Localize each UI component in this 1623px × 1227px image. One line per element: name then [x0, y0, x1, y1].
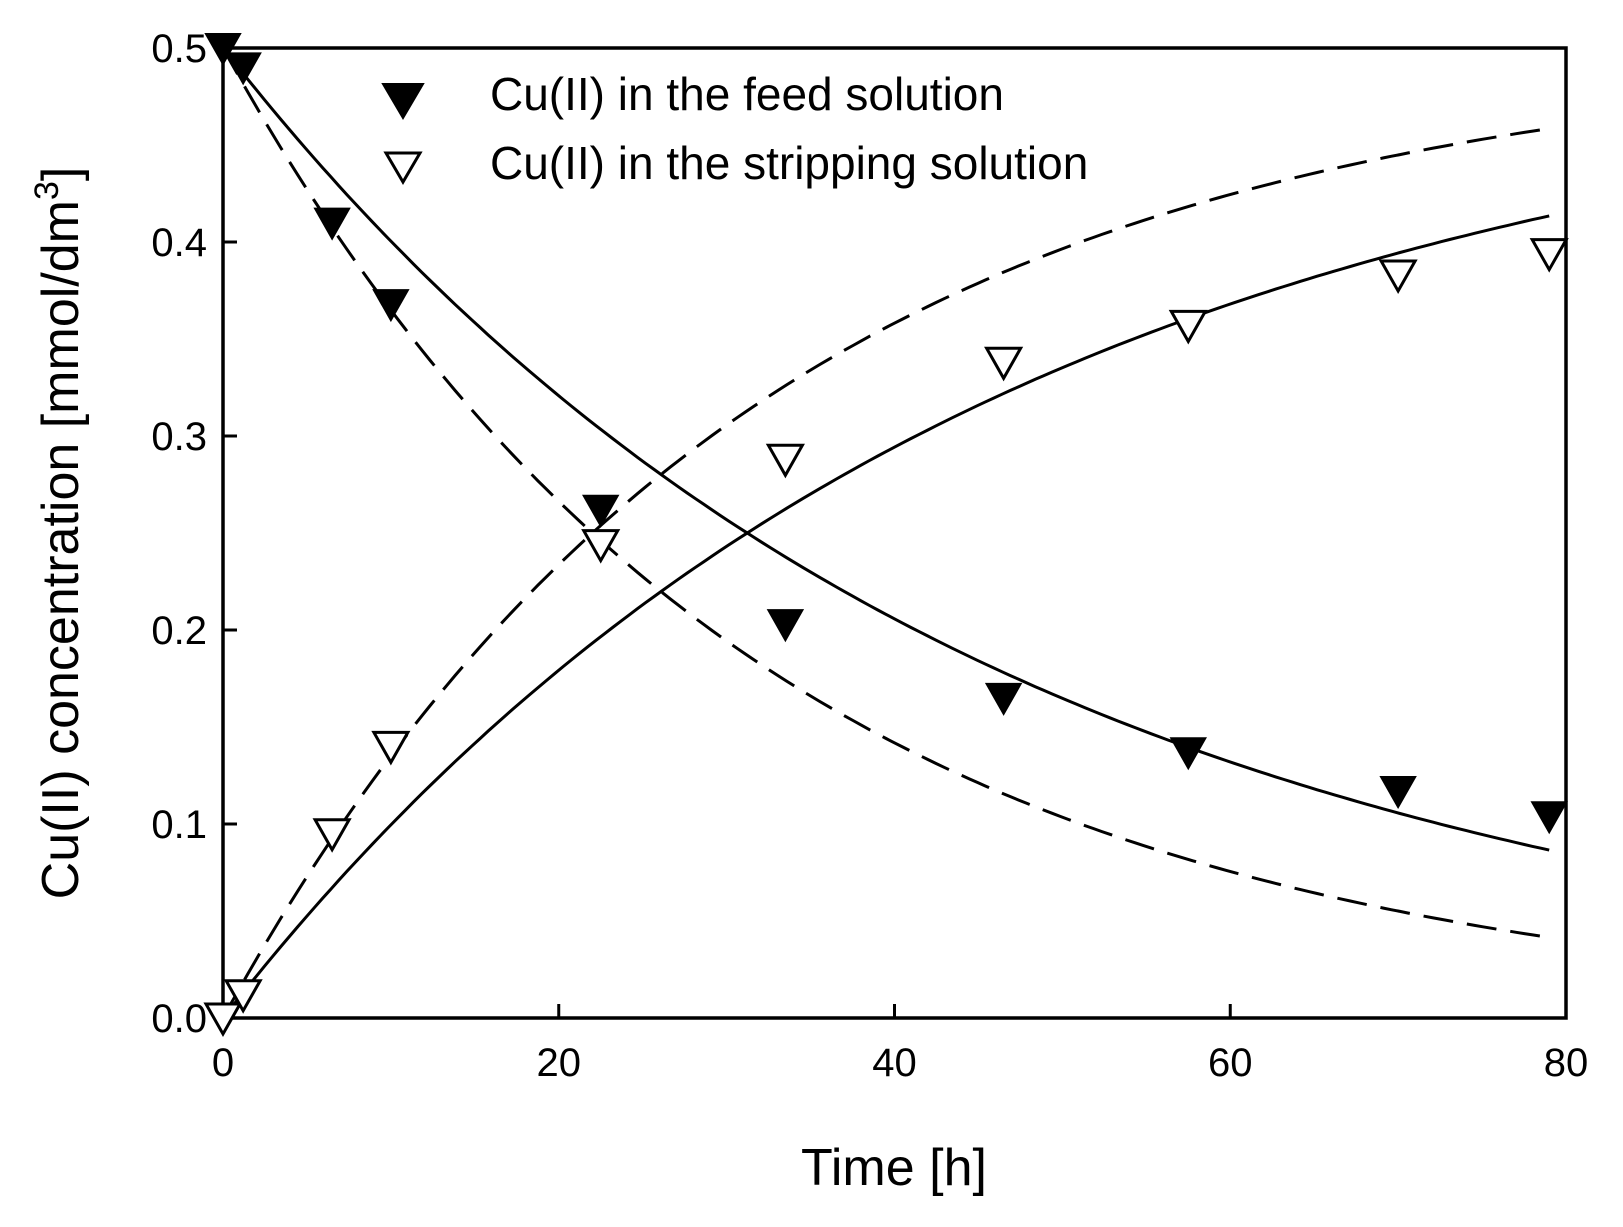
x-axis-title: Time [h]	[801, 1139, 987, 1197]
feed-data-point	[1379, 776, 1417, 810]
y-tick-label: 0.2	[151, 609, 207, 653]
x-axis: 0 20 40 60 80	[212, 1004, 1588, 1085]
feed-data-point	[372, 289, 410, 323]
legend-marker-stripping	[383, 151, 423, 185]
y-axis: 0.0 0.1 0.2 0.3 0.4 0.5	[151, 27, 237, 1041]
feed-data-point	[204, 33, 242, 67]
legend-marker-feed	[381, 83, 425, 120]
stripping-data-point	[312, 818, 352, 853]
dashed-decay-curve	[221, 47, 1550, 939]
y-axis-title: Cu(II) concentration [mmol/dm3]	[28, 167, 90, 900]
legend: Cu(II) in the feed solution Cu(II) in th…	[381, 68, 1088, 189]
y-tick-label: 0.5	[151, 27, 207, 71]
solid-decay-curve	[221, 47, 1550, 852]
plot-frame	[221, 46, 1568, 1020]
y-tick-label: 0.1	[151, 803, 207, 847]
dashed-rise-curve	[221, 127, 1550, 1019]
stripping-data-point	[765, 443, 805, 479]
feed-data-point	[1530, 801, 1568, 835]
stripping-data-point	[1529, 238, 1569, 273]
feed-data-point	[313, 207, 351, 241]
stripping-data-point	[203, 1002, 243, 1038]
y-axis-title-superscript: 3	[28, 181, 66, 200]
y-tick-label: 0.4	[151, 221, 207, 265]
feed-data-point	[1169, 737, 1207, 771]
x-tick-label: 40	[872, 1041, 917, 1085]
x-tick-label: 20	[537, 1041, 582, 1085]
stripping-data-point	[223, 979, 263, 1014]
x-tick-label: 80	[1544, 1041, 1589, 1085]
y-tick-label: 0.0	[151, 997, 207, 1041]
stripping-data-point	[1168, 309, 1208, 345]
y-tick-label: 0.3	[151, 415, 207, 459]
data-markers	[203, 33, 1569, 1038]
stripping-data-point	[1378, 259, 1418, 295]
y-axis-title-suffix: ]	[32, 167, 90, 181]
stripping-data-point	[984, 346, 1024, 382]
y-axis-title-main: Cu(II) concentration [mmol/dm	[32, 200, 90, 899]
solid-rise-curve	[221, 214, 1550, 1019]
stripping-data-point	[581, 529, 621, 564]
feed-data-point	[224, 52, 262, 86]
feed-data-point	[984, 682, 1023, 716]
stripping-data-point	[371, 730, 411, 766]
legend-label-feed: Cu(II) in the feed solution	[490, 68, 1004, 120]
feed-data-point	[766, 609, 805, 643]
x-tick-label: 60	[1208, 1041, 1253, 1085]
x-tick-label: 0	[212, 1041, 234, 1085]
feed-data-point	[582, 494, 620, 528]
fitted-curves	[221, 47, 1550, 1019]
legend-label-stripping: Cu(II) in the stripping solution	[490, 137, 1088, 189]
